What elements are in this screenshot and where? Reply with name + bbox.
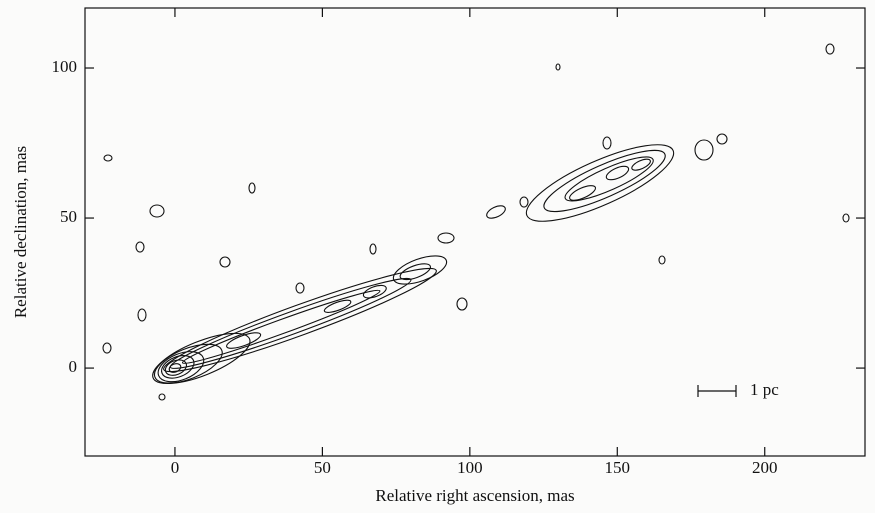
x-tick-label: 0 (171, 458, 180, 477)
x-tick-label: 50 (314, 458, 331, 477)
chart: 1 pc Relative right ascension, mas Relat… (0, 0, 875, 513)
y-tick-label: 100 (52, 57, 78, 76)
y-tick-label: 0 (69, 357, 78, 376)
y-tick-label: 50 (60, 207, 77, 226)
y-axis-label: Relative declination, mas (11, 146, 30, 318)
x-axis-label: Relative right ascension, mas (375, 486, 574, 505)
x-tick-label: 150 (605, 458, 631, 477)
x-tick-label: 100 (457, 458, 483, 477)
x-tick-label: 200 (752, 458, 778, 477)
scale-label: 1 pc (750, 380, 779, 399)
